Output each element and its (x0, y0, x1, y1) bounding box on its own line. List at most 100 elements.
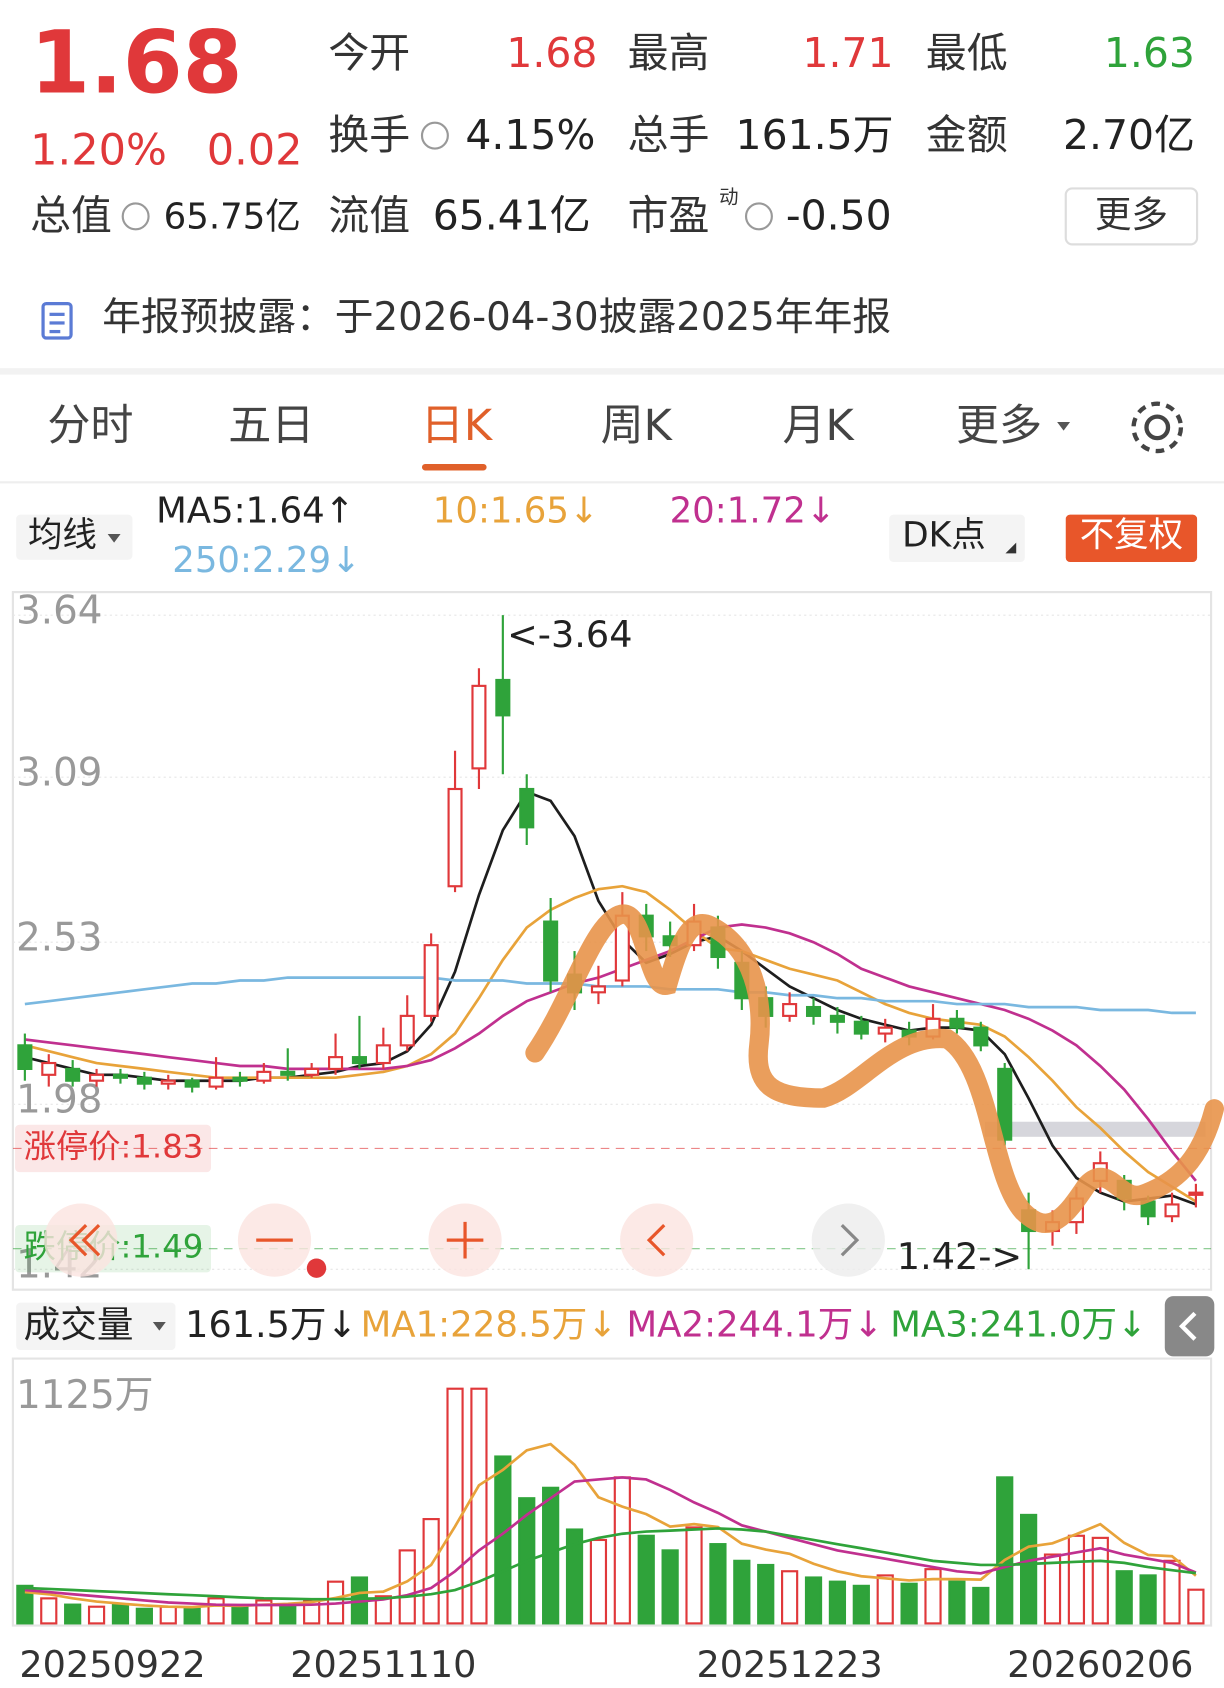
volume-bar (924, 1568, 942, 1625)
volume-bar (972, 1586, 990, 1625)
dropdown-arrow (107, 533, 121, 543)
candle-body (447, 787, 463, 888)
candle-body (543, 920, 559, 982)
volume-ma-line (24, 1527, 1197, 1601)
x-tick-label: 20251223 (696, 1643, 882, 1686)
side-tab[interactable] (1164, 1296, 1215, 1357)
tabs: 分时 五日 日K 周K 月K 更多 (47, 401, 1042, 451)
tab-active[interactable]: 日K (421, 401, 494, 451)
candle-body (471, 684, 487, 770)
volume-current: 161.5万↓ (185, 1303, 357, 1346)
ma-line (24, 976, 1196, 1015)
tab[interactable]: 周K (601, 401, 674, 451)
tab[interactable]: 月K (783, 401, 856, 451)
ma-selector-label[interactable]: 均线 (28, 516, 97, 556)
pe-mark: 动 (719, 186, 738, 209)
field-value: 1.63 (1104, 29, 1195, 77)
notice[interactable]: 年报预披露：于2026-04-30披露2025年年报 (102, 295, 891, 340)
candle-body (829, 1014, 845, 1023)
volume-bar (757, 1563, 775, 1625)
volume-bar (948, 1580, 966, 1625)
more-label[interactable]: 更多 (1095, 193, 1168, 236)
volume-bar (804, 1576, 823, 1625)
candle-body (805, 1005, 822, 1017)
ma-selector[interactable] (16, 514, 133, 560)
field-value: 1.68 (506, 29, 597, 77)
price-frame (11, 591, 1213, 1291)
y-tick-label: 2.53 (16, 916, 102, 961)
volume-bar (64, 1603, 82, 1625)
volume-bar (159, 1605, 177, 1625)
control-icon (68, 1223, 101, 1257)
field-label: 总手 (628, 111, 710, 159)
notice-icon (41, 301, 73, 340)
volume-selector[interactable] (16, 1302, 176, 1350)
candle-body (136, 1076, 152, 1085)
extreme-label: 1.42-> (897, 1235, 1022, 1278)
volume-bar (828, 1580, 847, 1625)
candle-body (160, 1079, 176, 1085)
candle-body (375, 1044, 391, 1065)
info-icon (420, 121, 449, 150)
control-button[interactable] (811, 1203, 885, 1277)
candle-body (208, 1076, 224, 1088)
volume-selector-label[interactable]: 成交量 (24, 1303, 134, 1346)
quote-fields: 今开 1.68 最高 1.71 最低 1.63 换手 4.15% 总手 161.… (30, 29, 1195, 240)
side-tab-icon (1178, 1311, 1197, 1341)
adjust-button[interactable] (1065, 514, 1198, 562)
tab[interactable]: 更多 (956, 401, 1042, 451)
info-icon (744, 202, 773, 231)
change: 0.02 (207, 125, 303, 175)
ma-legend-item: 10:1.65↓ (433, 490, 599, 531)
control-button[interactable] (44, 1203, 118, 1277)
tab[interactable]: 五日 (228, 401, 314, 451)
more-button[interactable] (1064, 187, 1199, 246)
y-tick-label: 1.98 (16, 1078, 102, 1123)
extreme-label: <-3.64 (507, 613, 632, 656)
volume-bar (589, 1538, 608, 1625)
volume-bar (422, 1518, 440, 1625)
field-label: 市盈 (628, 192, 710, 240)
candle-body (304, 1067, 320, 1076)
candle-body (1188, 1191, 1204, 1196)
settings-icon[interactable] (1131, 401, 1184, 454)
range-band (985, 1121, 1206, 1137)
candle-body (877, 1026, 893, 1035)
adjust-label[interactable]: 不复权 (1080, 516, 1183, 556)
control-button[interactable] (620, 1203, 694, 1277)
field-label: 今开 (328, 29, 410, 77)
candle-body (949, 1017, 965, 1029)
volume-bar (876, 1574, 894, 1625)
info-icons (121, 121, 773, 231)
field-value: 65.75亿 (164, 197, 301, 238)
candle-body (399, 1014, 415, 1047)
dk-label[interactable]: DK点 (902, 516, 986, 556)
candle-body (280, 1070, 296, 1076)
volume-bar (1091, 1536, 1109, 1625)
field-label: 最低 (926, 29, 1008, 77)
field-label: 换手 (328, 111, 410, 159)
volume-legend-item: MA3:241.0万↓ (890, 1304, 1146, 1345)
separator (0, 368, 1224, 375)
field-label: 金额 (926, 111, 1008, 159)
field-label: 最高 (628, 29, 710, 77)
x-tick-label: 20260206 (1007, 1643, 1193, 1686)
dk-button[interactable] (889, 514, 1025, 562)
ma-line (24, 923, 1197, 1182)
volume-bar (1139, 1574, 1157, 1625)
volume-bar (374, 1595, 392, 1625)
candle-body (65, 1067, 81, 1082)
volume-bar (40, 1597, 58, 1625)
info-icon (121, 202, 150, 231)
candle-body (184, 1079, 200, 1088)
candle-body (328, 1056, 344, 1070)
candle-body (41, 1061, 57, 1076)
field-value: 1.71 (802, 29, 893, 77)
candle-body (17, 1044, 33, 1070)
volume-bar (1067, 1534, 1086, 1625)
volume-bar (685, 1526, 703, 1625)
control-icon (840, 1223, 860, 1257)
candle-body (973, 1026, 989, 1047)
volume-bar (231, 1605, 249, 1625)
tab[interactable]: 分时 (47, 401, 133, 451)
